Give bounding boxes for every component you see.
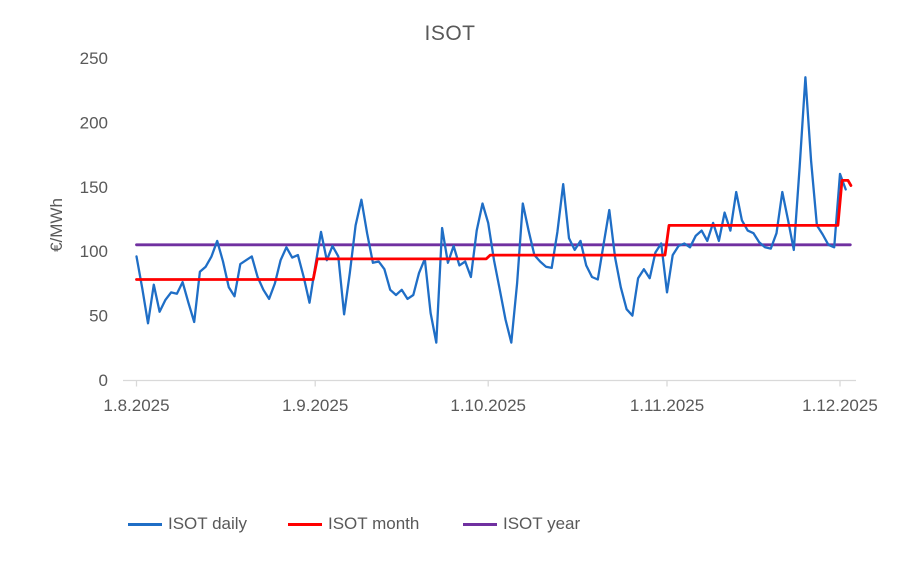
month-line-swatch bbox=[288, 522, 322, 526]
legend-item-isot-year: ISOT year bbox=[463, 514, 580, 534]
y-axis-tick-label: 250 bbox=[80, 49, 108, 68]
legend-item-isot-month: ISOT month bbox=[288, 514, 419, 534]
y-axis-tick-label: 50 bbox=[89, 307, 108, 326]
y-axis-tick-label: 150 bbox=[80, 178, 108, 197]
chart-title: ISOT bbox=[424, 22, 476, 45]
y-axis-tick-label: 0 bbox=[99, 371, 108, 390]
x-axis-tick-label: 1.8.2025 bbox=[103, 396, 169, 415]
x-axis-tick-label: 1.11.2025 bbox=[630, 396, 704, 415]
year-line-swatch bbox=[463, 522, 497, 526]
legend-item-isot-daily: ISOT daily bbox=[128, 514, 247, 534]
x-axis-tick-label: 1.9.2025 bbox=[282, 396, 348, 415]
month-line bbox=[135, 178, 853, 281]
x-axis-tick-label: 1.12.2025 bbox=[802, 396, 878, 415]
plot-area: 1.8.2025 1.9.2025 1.10.2025 1.11.2025 1.12.2… bbox=[80, 49, 878, 415]
x-axis-tick-label: 1.10.2025 bbox=[450, 396, 526, 415]
legend-label-daily: ISOT daily bbox=[168, 514, 248, 533]
y-axis-tick-label: 200 bbox=[80, 113, 108, 132]
y-axis-tick-label: 100 bbox=[80, 242, 108, 261]
legend-label-year: ISOT year bbox=[503, 514, 581, 533]
daily-line-swatch bbox=[128, 522, 162, 526]
daily-line bbox=[135, 76, 847, 344]
legend-label-month: ISOT month bbox=[328, 514, 420, 533]
